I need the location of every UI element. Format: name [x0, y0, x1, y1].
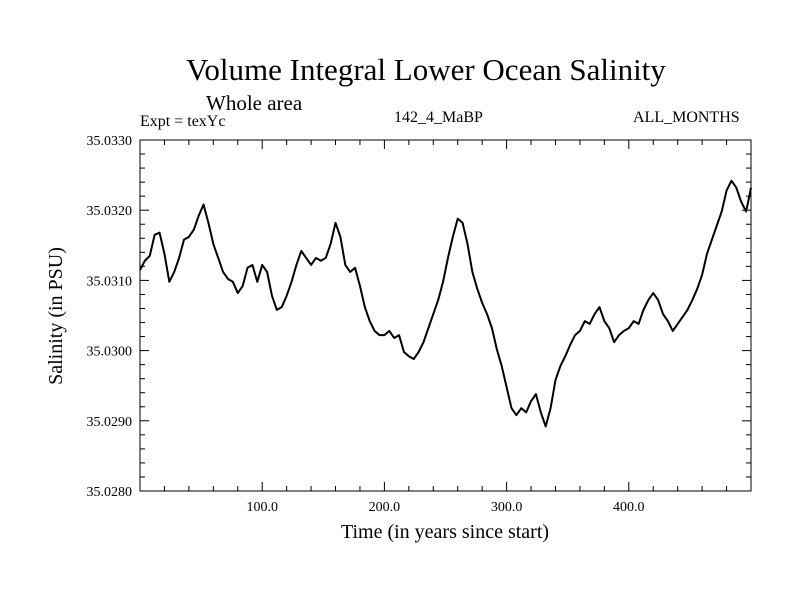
- y-axis-tick-labels: 35.0280 35.0290 35.0300 35.0310 35.0320 35.03…: [87, 134, 133, 500]
- salinity-series-line: [139, 179, 752, 428]
- y-tick-label: 35.0290: [87, 415, 133, 430]
- y-tick-label: 35.0330: [87, 134, 133, 149]
- plot-frame: [139, 139, 752, 492]
- y-tick-label: 35.0310: [87, 274, 133, 289]
- x-axis-tick-labels: 100.0 200.0 300.0 400.0: [246, 500, 644, 515]
- months-label: ALL_MONTHS: [633, 109, 740, 126]
- x-tick-label: 300.0: [491, 500, 523, 515]
- x-axis-label: Time (in years since start): [341, 521, 549, 543]
- y-tick-label: 35.0280: [87, 485, 133, 500]
- chart-title: Volume Integral Lower Ocean Salinity: [186, 52, 666, 87]
- chart-subtitle: Whole area: [206, 91, 303, 115]
- x-tick-label: 200.0: [369, 500, 401, 515]
- y-tick-label: 35.0320: [87, 204, 133, 219]
- x-tick-label: 100.0: [246, 500, 278, 515]
- experiment-label: Expt = texYc: [140, 113, 226, 130]
- y-tick-label: 35.0300: [87, 345, 133, 360]
- run-label: 142_4_MaBP: [394, 109, 483, 126]
- x-tick-label: 400.0: [613, 500, 645, 515]
- x-axis-ticks: [163, 140, 728, 491]
- y-axis-label: Salinity (in PSU): [45, 247, 67, 385]
- y-axis-ticks: [140, 153, 751, 478]
